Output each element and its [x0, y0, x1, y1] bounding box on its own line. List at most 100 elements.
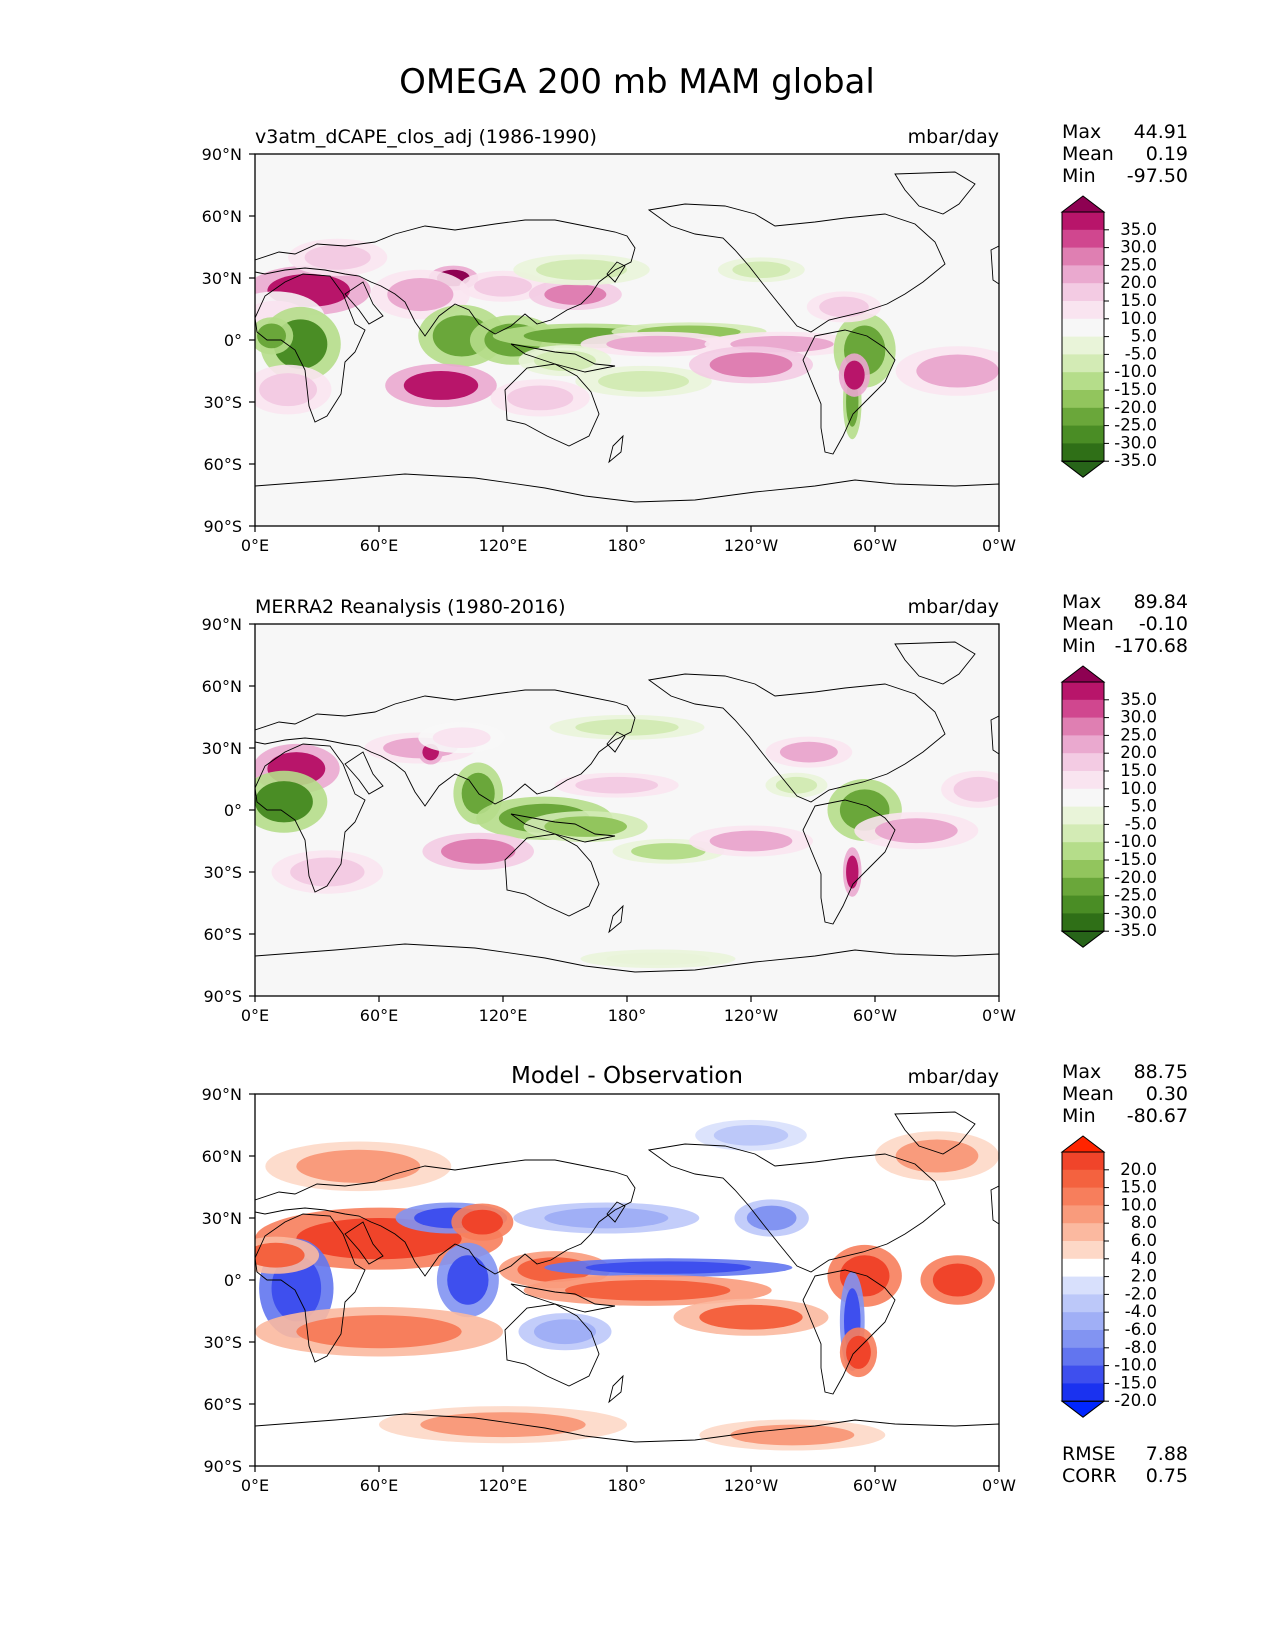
map-plot [254, 153, 1000, 527]
colorbar-label: -20.0 [1114, 398, 1157, 417]
field-anomaly [296, 1149, 421, 1183]
y-tick-label: 60°N [202, 207, 242, 226]
colorbar-label: 6.0 [1131, 1231, 1157, 1250]
colorbar-label: -5.0 [1125, 344, 1157, 363]
field-anomaly [534, 1319, 596, 1345]
y-tick-label: 90°S [203, 517, 242, 536]
y-tick-label: 60°N [202, 1147, 242, 1166]
colorbar-segment [1062, 443, 1104, 462]
stat-value: 88.75 [1134, 1061, 1188, 1083]
colorbar-label: 5.0 [1131, 327, 1157, 346]
x-tick-label: 0°W [982, 536, 1016, 555]
field-anomaly [575, 719, 679, 736]
colorbar-segment [1062, 895, 1104, 914]
field-anomaly [507, 385, 574, 411]
field-anomaly [598, 371, 689, 392]
colorbar-label: -25.0 [1114, 886, 1157, 905]
colorbar-segment [1062, 1383, 1104, 1402]
field-anomaly [709, 830, 793, 852]
colorbar-label: -30.0 [1114, 903, 1157, 922]
y-tick-label: 30°N [202, 739, 242, 758]
colorbar-label: 15.0 [1120, 1178, 1157, 1197]
x-tick-label: 60°W [853, 536, 897, 555]
field-anomaly [461, 1209, 503, 1235]
colorbar-label: 2.0 [1131, 1267, 1157, 1286]
colorbar-label: -10.0 [1114, 832, 1157, 851]
field-anomaly [779, 741, 838, 763]
colorbar-segment [1062, 1169, 1104, 1189]
colorbar-label: 20.0 [1120, 1160, 1157, 1179]
stat-label: Max [1062, 591, 1101, 613]
colorbar-label: 20.0 [1120, 273, 1157, 292]
colorbar-label: 35.0 [1120, 690, 1157, 709]
x-tick-label: 0°E [241, 1476, 269, 1495]
colorbar-segment [1062, 390, 1104, 409]
panel-3: Model - Observation mbar/day 90°N 60°N 30°N 0… [202, 1061, 1188, 1495]
stat-value: -97.50 [1127, 165, 1188, 187]
colorbar-label: 30.0 [1120, 238, 1157, 257]
field-anomaly [259, 373, 317, 407]
panel-2: MERRA2 Reanalysis (1980-2016) mbar/day 90°… [202, 591, 1188, 1025]
panel-title: MERRA2 Reanalysis (1980-2016) [255, 596, 566, 618]
field-anomaly [846, 1335, 871, 1369]
colorbar-label: -10.0 [1114, 362, 1157, 381]
field-anomaly [447, 1255, 489, 1305]
x-tick-label: 120°E [479, 1006, 528, 1025]
field-anomaly [606, 335, 710, 353]
x-tick-label: 60°E [360, 1476, 398, 1495]
colorbar-extend-min [1060, 930, 1106, 948]
x-tick-label: 120°E [479, 1476, 528, 1495]
colorbar-segment [1062, 1187, 1104, 1206]
colorbar-segment [1062, 1223, 1104, 1242]
colorbar-label: -5.0 [1125, 814, 1157, 833]
stat-value: 89.84 [1134, 591, 1188, 613]
field-anomaly [916, 354, 999, 388]
colorbar-extend-min [1060, 1400, 1106, 1418]
field-anomaly [895, 1139, 979, 1173]
map-plot [254, 623, 1000, 997]
x-tick-label: 60°E [360, 536, 398, 555]
stat-value: 0.30 [1146, 1083, 1188, 1105]
colorbar-segment [1062, 354, 1104, 373]
colorbar-segment [1062, 229, 1104, 249]
field-anomaly [257, 323, 286, 349]
stat-label: Mean [1062, 613, 1114, 635]
field-anomaly [730, 1424, 855, 1446]
stat-label: Mean [1062, 143, 1114, 165]
y-tick-label: 30°N [202, 1209, 242, 1228]
stat-value: -80.67 [1127, 1105, 1188, 1127]
field-anomaly [536, 259, 627, 281]
colorbar-label: -30.0 [1114, 433, 1157, 452]
field-anomaly [290, 857, 365, 887]
x-tick-label: 180° [608, 536, 647, 555]
field-anomaly [255, 1242, 305, 1268]
colorbar-segment [1062, 1330, 1104, 1349]
colorbar-segment [1062, 372, 1104, 391]
colorbar-segment [1062, 1312, 1104, 1331]
field-anomaly [699, 1304, 803, 1330]
colorbar-segment [1062, 1205, 1104, 1224]
field-anomaly [631, 843, 706, 860]
x-tick-label: 120°E [479, 536, 528, 555]
colorbar: 35.030.025.020.015.010.05.0-5.0-10.0-15.… [1060, 665, 1157, 948]
colorbar-label: 10.0 [1120, 1195, 1157, 1214]
colorbar-label: 25.0 [1120, 725, 1157, 744]
colorbar-label: -2.0 [1125, 1284, 1157, 1303]
field-anomaly [932, 1263, 983, 1297]
colorbar-segment [1062, 1347, 1104, 1367]
colorbar-segment [1062, 913, 1104, 932]
stat-label: Mean [1062, 1083, 1114, 1105]
y-tick-label: 60°S [203, 925, 242, 944]
colorbar-label: 35.0 [1120, 220, 1157, 239]
colorbar: 20.015.010.08.06.04.02.0-2.0-4.0-6.0-8.0… [1060, 1135, 1157, 1418]
colorbar-label: -20.0 [1114, 1391, 1157, 1410]
x-tick-label: 60°E [360, 1006, 398, 1025]
colorbar-label: -10.0 [1114, 1356, 1157, 1375]
metric-value: 0.75 [1146, 1465, 1188, 1487]
y-tick-label: 90°N [202, 1085, 242, 1104]
y-tick-label: 60°S [203, 1395, 242, 1414]
panel-1: v3atm_dCAPE_clos_adj (1986-1990) mbar/day… [202, 121, 1188, 555]
y-tick-label: 30°S [203, 1333, 242, 1352]
colorbar-segment [1062, 806, 1104, 825]
colorbar-label: -4.0 [1125, 1302, 1157, 1321]
